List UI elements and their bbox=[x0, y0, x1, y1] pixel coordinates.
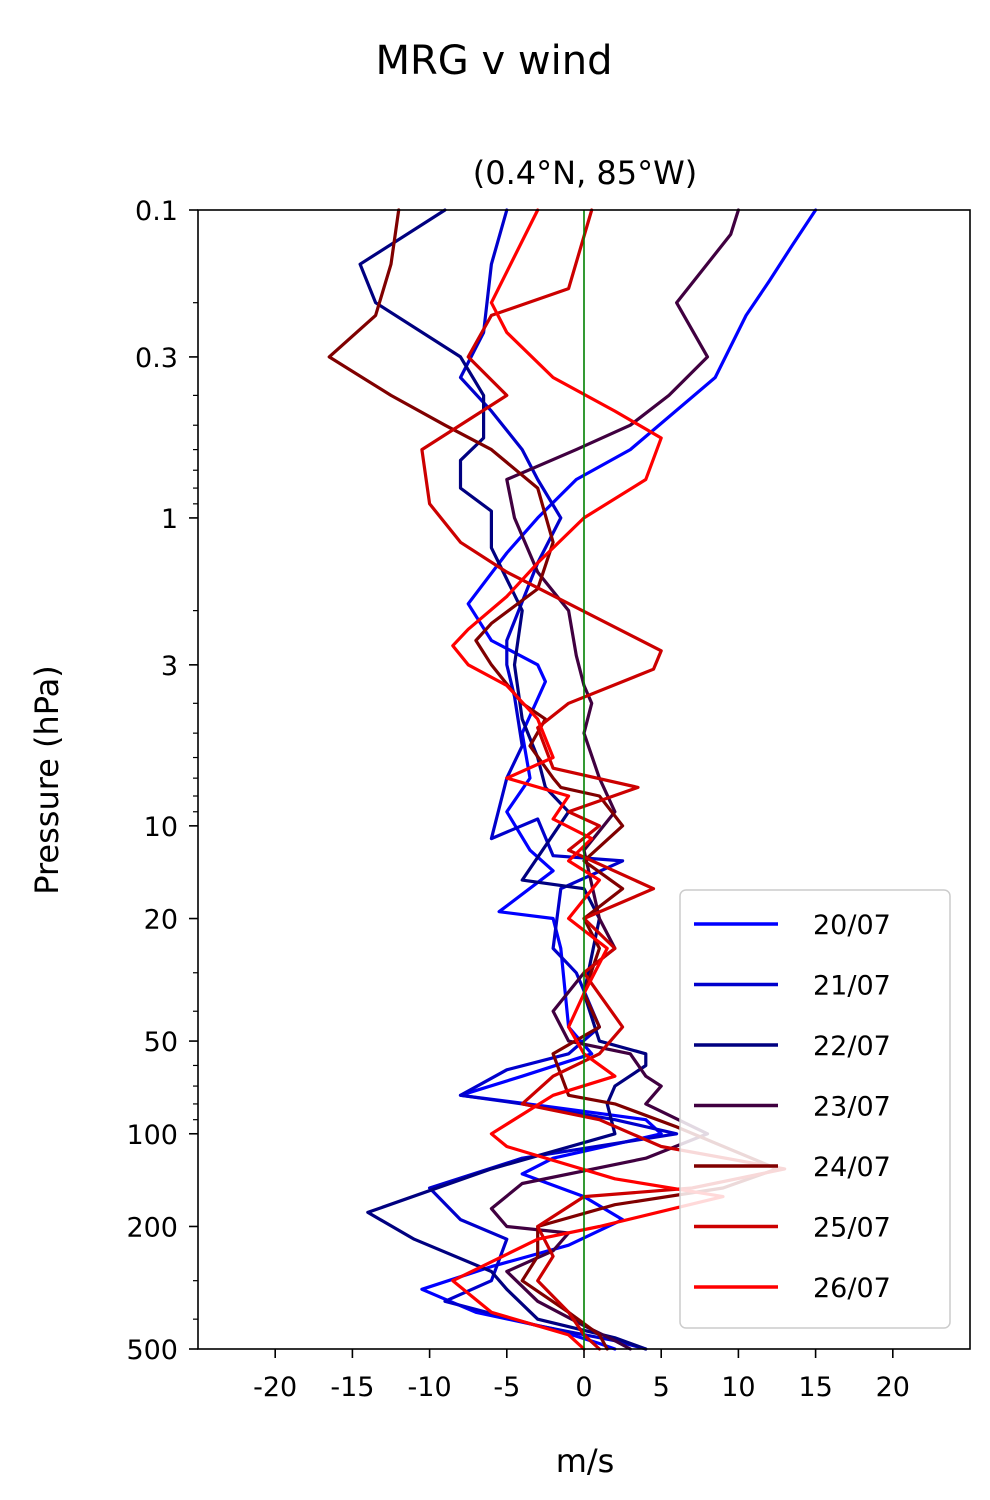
plot-frame bbox=[197, 209, 971, 1350]
y-tick-label: 0.3 bbox=[135, 343, 178, 374]
legend-label: 24/07 bbox=[813, 1152, 891, 1183]
x-tick-label: -5 bbox=[493, 1372, 520, 1403]
x-tick-label: 20 bbox=[876, 1372, 910, 1403]
x-tick-label: 15 bbox=[798, 1372, 832, 1403]
axis-ticks-group: -20 -15 -10 -5 0 5 10 15 20 0.1 0.3 1 3 10 20 50 100 200 5… bbox=[126, 196, 910, 1403]
plot-series-group bbox=[327, 208, 818, 1351]
legend-label: 25/07 bbox=[813, 1213, 891, 1244]
y-tick-label: 50 bbox=[144, 1027, 178, 1058]
y-tick-label: 3 bbox=[161, 651, 178, 682]
series-line-20-07 bbox=[420, 208, 818, 1351]
y-tick-label: 0.1 bbox=[135, 196, 178, 227]
y-tick-label: 20 bbox=[144, 905, 178, 936]
legend-label: 26/07 bbox=[813, 1273, 891, 1304]
legend-label: 23/07 bbox=[813, 1092, 891, 1123]
x-tick-label: 10 bbox=[721, 1372, 755, 1403]
x-tick-label: -15 bbox=[330, 1372, 374, 1403]
chart-title: MRG v wind bbox=[376, 38, 613, 84]
y-tick-label: 500 bbox=[126, 1335, 178, 1366]
y-tick-label: 200 bbox=[126, 1212, 178, 1243]
legend-label: 22/07 bbox=[813, 1031, 891, 1062]
x-tick-label: -10 bbox=[408, 1372, 452, 1403]
x-axis-label: m/s bbox=[556, 1442, 615, 1480]
legend-box bbox=[679, 889, 951, 1329]
y-tick-label: 1 bbox=[161, 504, 178, 535]
legend-label: 21/07 bbox=[813, 971, 891, 1002]
legend: 20/07 21/07 22/07 23/07 24/07 25/07 26/07 bbox=[679, 889, 951, 1329]
y-axis-label: Pressure (hPa) bbox=[28, 665, 66, 895]
y-tick-label: 100 bbox=[126, 1120, 178, 1151]
legend-label: 20/07 bbox=[813, 910, 891, 941]
series-line-24-07 bbox=[327, 208, 779, 1351]
y-tick-label: 10 bbox=[144, 812, 178, 843]
series-line-22-07 bbox=[358, 208, 648, 1351]
chart-subtitle: (0.4°N, 85°W) bbox=[473, 154, 698, 192]
series-line-21-07 bbox=[428, 208, 679, 1351]
x-tick-label: 0 bbox=[575, 1372, 592, 1403]
x-tick-label: 5 bbox=[653, 1372, 670, 1403]
x-tick-label: -20 bbox=[253, 1372, 297, 1403]
